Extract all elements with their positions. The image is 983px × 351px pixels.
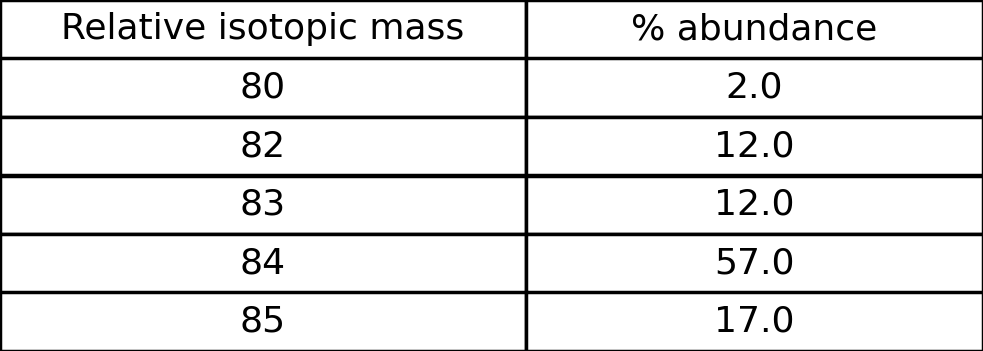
Text: 82: 82	[240, 129, 286, 163]
Text: % abundance: % abundance	[631, 12, 878, 46]
Bar	[0, 176, 526, 234]
Text: 80: 80	[240, 71, 286, 105]
Bar	[526, 176, 983, 234]
Bar	[0, 292, 526, 351]
Bar	[526, 59, 983, 117]
Bar	[0, 234, 526, 292]
Bar	[526, 0, 983, 59]
Bar	[526, 234, 983, 292]
Text: 12.0: 12.0	[715, 188, 794, 222]
Text: Relative isotopic mass: Relative isotopic mass	[61, 12, 465, 46]
Bar	[526, 292, 983, 351]
Text: 2.0: 2.0	[725, 71, 783, 105]
Bar	[526, 117, 983, 176]
Text: 12.0: 12.0	[715, 129, 794, 163]
Text: 17.0: 17.0	[715, 305, 794, 339]
Text: 85: 85	[240, 305, 286, 339]
Text: 84: 84	[240, 246, 286, 280]
Text: 83: 83	[240, 188, 286, 222]
Bar	[0, 117, 526, 176]
Bar	[0, 59, 526, 117]
Text: 57.0: 57.0	[715, 246, 794, 280]
Bar	[0, 0, 526, 59]
